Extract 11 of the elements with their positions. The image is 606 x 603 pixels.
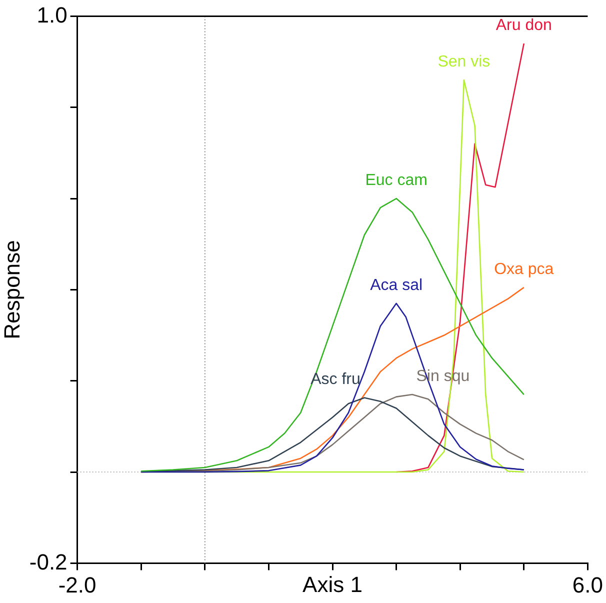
series-label: Oxa pca	[494, 260, 554, 278]
series-label: Euc cam	[365, 172, 428, 189]
series-label: Aru don	[496, 16, 552, 34]
series-label: Aca sal	[370, 276, 423, 294]
y-tick-label: 1.0	[36, 2, 68, 28]
y-tick-label: -0.2	[29, 549, 68, 574]
x-tick-label: 6.0	[572, 572, 604, 598]
x-axis-title: Axis 1	[302, 572, 362, 597]
y-axis-title: Response	[0, 240, 24, 340]
series-label: Sen vis	[438, 53, 490, 70]
x-tick-label: -2.0	[58, 572, 96, 598]
